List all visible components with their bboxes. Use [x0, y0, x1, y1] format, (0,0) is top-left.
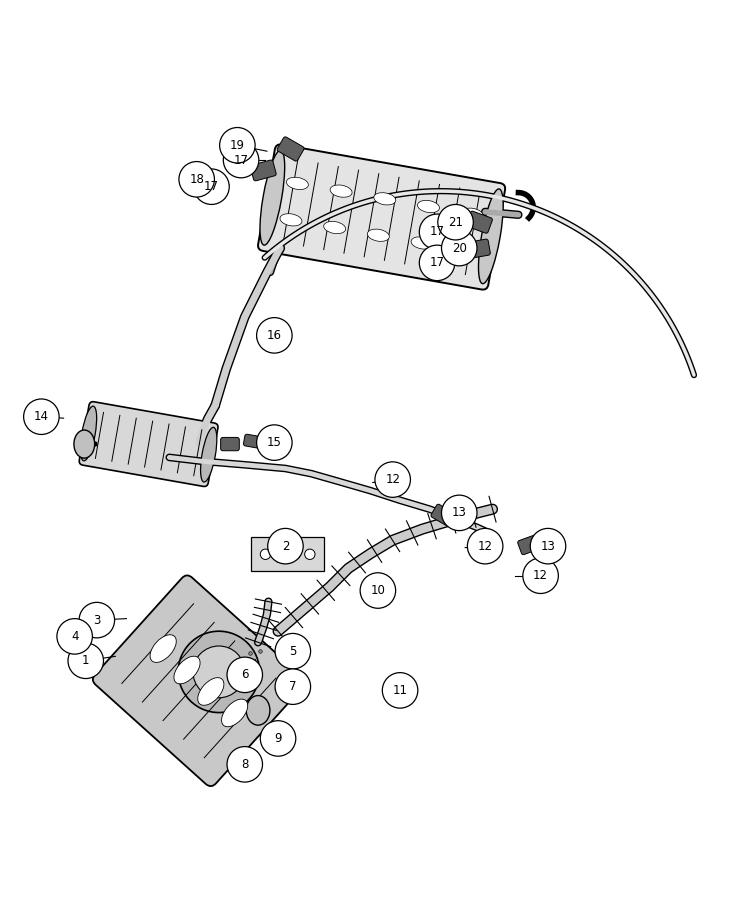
Circle shape: [260, 549, 270, 560]
Ellipse shape: [417, 201, 439, 212]
Text: 20: 20: [452, 241, 467, 255]
Circle shape: [256, 425, 292, 461]
Circle shape: [468, 528, 503, 564]
Circle shape: [193, 169, 229, 204]
Circle shape: [275, 549, 285, 560]
Ellipse shape: [74, 430, 95, 458]
Circle shape: [256, 318, 292, 353]
Text: 15: 15: [267, 436, 282, 449]
Circle shape: [193, 646, 245, 698]
Ellipse shape: [411, 237, 433, 249]
Ellipse shape: [287, 177, 308, 190]
Ellipse shape: [280, 213, 302, 226]
Text: 17: 17: [430, 256, 445, 269]
Circle shape: [268, 528, 303, 564]
Circle shape: [419, 245, 455, 281]
Ellipse shape: [80, 406, 96, 461]
Circle shape: [523, 558, 559, 593]
Circle shape: [79, 602, 115, 638]
Circle shape: [419, 214, 455, 249]
FancyBboxPatch shape: [258, 144, 505, 290]
Circle shape: [227, 747, 262, 782]
Circle shape: [260, 721, 296, 756]
Circle shape: [382, 672, 418, 708]
Text: 17: 17: [430, 225, 445, 238]
Ellipse shape: [479, 189, 503, 284]
Ellipse shape: [150, 634, 176, 662]
Ellipse shape: [201, 428, 217, 482]
Circle shape: [360, 572, 396, 608]
FancyBboxPatch shape: [221, 437, 239, 451]
Circle shape: [178, 631, 259, 713]
Text: 7: 7: [289, 680, 296, 693]
Ellipse shape: [174, 656, 200, 684]
Circle shape: [57, 618, 93, 654]
Text: 19: 19: [230, 139, 245, 152]
Text: 12: 12: [478, 540, 493, 553]
Ellipse shape: [455, 245, 476, 256]
Text: 9: 9: [274, 732, 282, 745]
FancyBboxPatch shape: [465, 239, 491, 258]
Circle shape: [438, 204, 473, 240]
Circle shape: [305, 549, 315, 560]
FancyBboxPatch shape: [277, 137, 304, 161]
Ellipse shape: [260, 150, 285, 245]
Text: 13: 13: [541, 540, 556, 553]
Text: 18: 18: [189, 173, 204, 185]
Ellipse shape: [246, 696, 270, 725]
Circle shape: [442, 230, 477, 266]
Text: 17: 17: [233, 154, 248, 166]
Circle shape: [275, 634, 310, 669]
Ellipse shape: [324, 221, 345, 234]
Circle shape: [223, 142, 259, 178]
Circle shape: [531, 528, 566, 564]
Text: 6: 6: [241, 669, 248, 681]
Circle shape: [179, 162, 214, 197]
Ellipse shape: [330, 185, 352, 197]
Text: 2: 2: [282, 540, 289, 553]
Ellipse shape: [373, 193, 396, 205]
Text: 16: 16: [267, 328, 282, 342]
Text: 21: 21: [448, 216, 463, 229]
Text: 10: 10: [370, 584, 385, 597]
Circle shape: [227, 657, 262, 693]
Text: 1: 1: [82, 654, 90, 667]
FancyBboxPatch shape: [466, 212, 493, 233]
Ellipse shape: [461, 208, 483, 220]
FancyBboxPatch shape: [79, 401, 218, 487]
Circle shape: [24, 399, 59, 435]
Circle shape: [442, 495, 477, 531]
Text: 5: 5: [289, 644, 296, 658]
Circle shape: [375, 462, 411, 498]
Circle shape: [290, 549, 300, 560]
Circle shape: [219, 128, 255, 163]
FancyBboxPatch shape: [518, 535, 542, 554]
Text: 12: 12: [533, 569, 548, 582]
Text: 12: 12: [385, 473, 400, 486]
Text: 4: 4: [71, 630, 79, 643]
FancyBboxPatch shape: [250, 537, 324, 572]
Text: 8: 8: [241, 758, 248, 770]
Text: 13: 13: [452, 507, 467, 519]
Circle shape: [275, 669, 310, 705]
FancyBboxPatch shape: [93, 575, 305, 787]
Text: 11: 11: [393, 684, 408, 697]
FancyBboxPatch shape: [431, 504, 455, 526]
Ellipse shape: [368, 230, 389, 241]
FancyBboxPatch shape: [244, 434, 261, 448]
Text: 3: 3: [93, 614, 101, 626]
Ellipse shape: [222, 699, 247, 727]
Text: 14: 14: [34, 410, 49, 423]
Text: 17: 17: [204, 180, 219, 194]
Circle shape: [68, 643, 104, 679]
FancyBboxPatch shape: [250, 160, 276, 181]
Ellipse shape: [198, 678, 224, 706]
